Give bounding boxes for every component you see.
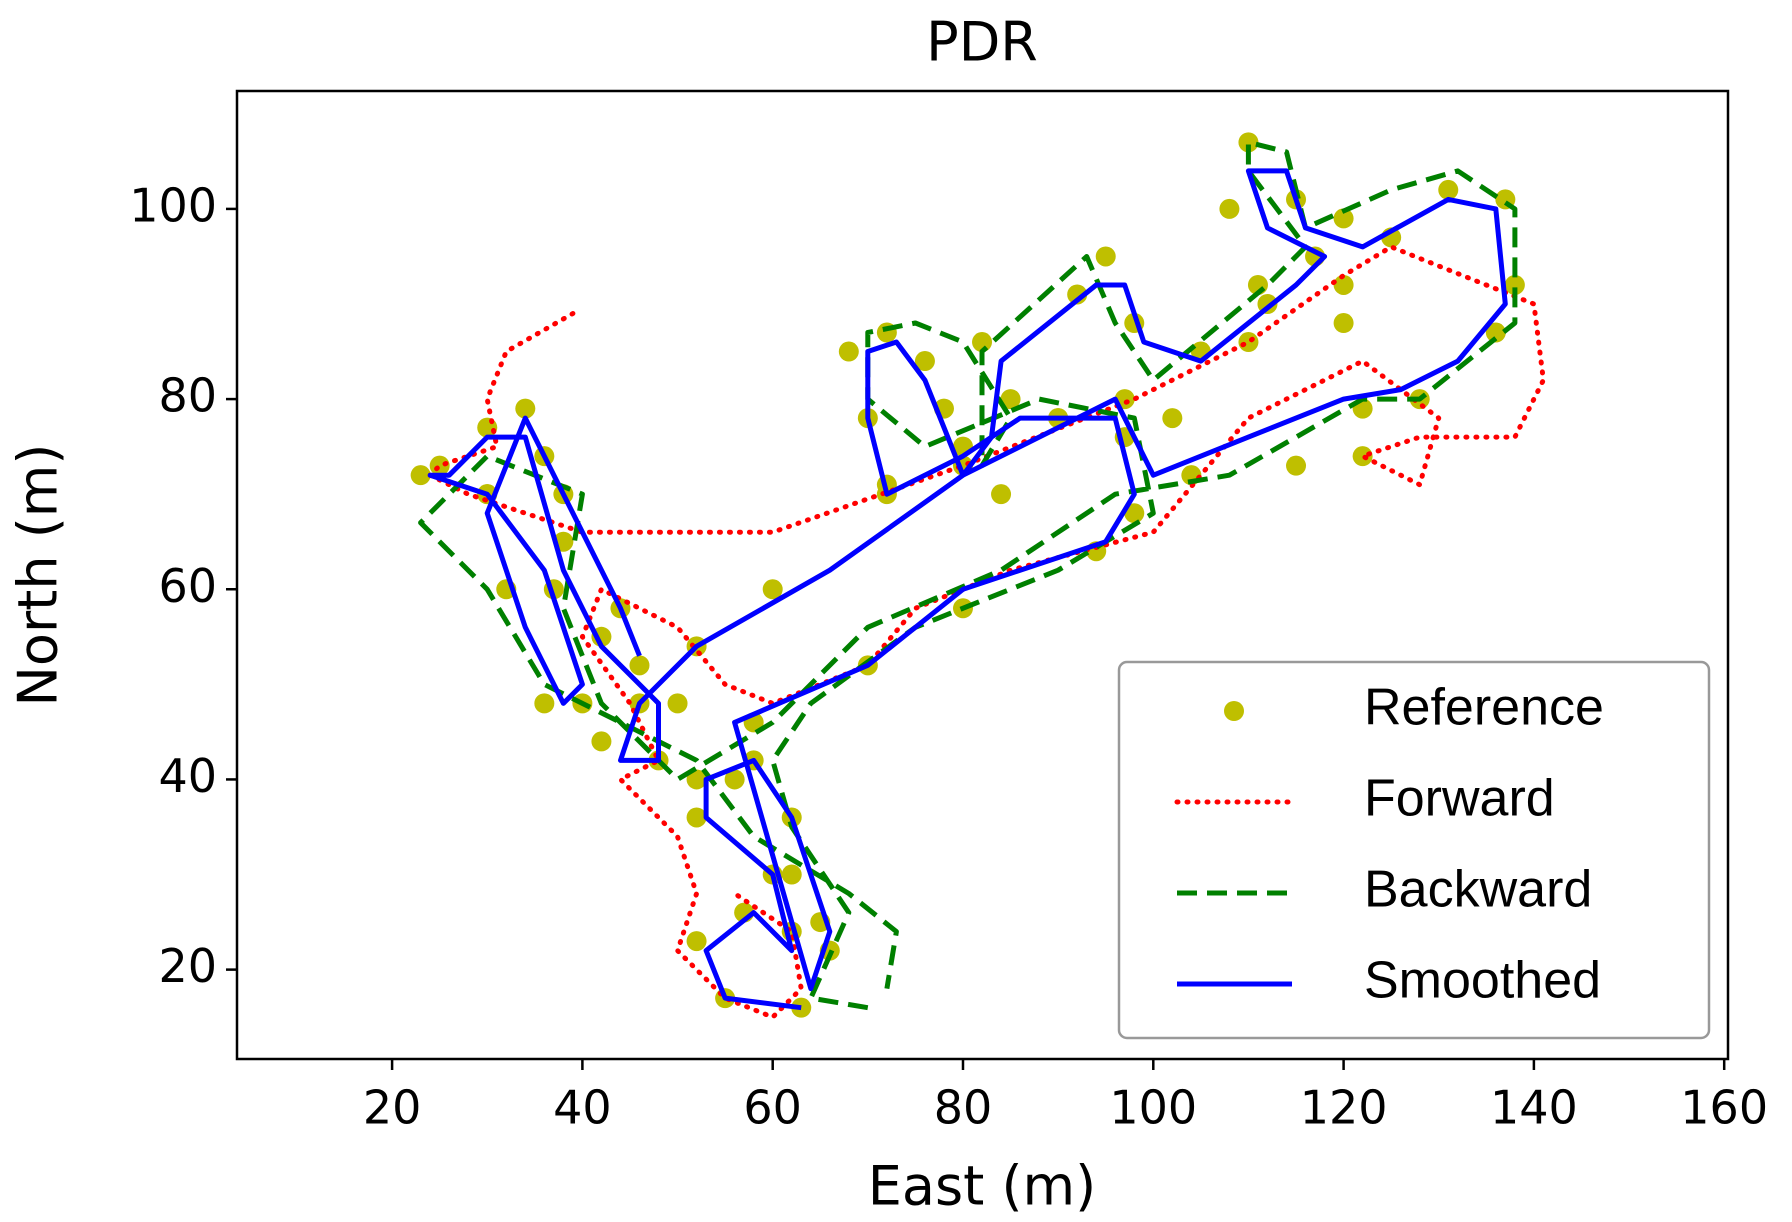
reference-point [667,693,688,714]
reference-point [629,655,650,676]
reference-point [781,864,802,885]
y-tick-label: 80 [158,369,217,423]
reference-point [534,693,555,714]
x-tick-label: 60 [743,1081,802,1135]
reference-point [591,731,612,752]
reference-point [429,455,450,476]
reference-point [410,465,431,486]
reference-point [724,769,745,790]
reference-point [1333,274,1354,295]
x-tick-label: 120 [1300,1081,1388,1135]
legend: Reference Forward Backward Smoothed [1117,660,1711,1040]
reference-point [1438,179,1459,200]
legend-label: Reference [1364,679,1604,737]
reference-point [686,807,707,828]
reference-point [686,931,707,952]
reference-point [686,769,707,790]
legend-marker [1224,701,1244,721]
reference-point [1095,246,1116,267]
reference-point [1238,332,1259,353]
reference-point [1067,284,1088,305]
legend-frame [1117,660,1711,1040]
x-tick-label: 140 [1490,1081,1578,1135]
reference-point [1352,446,1373,467]
reference-point [762,579,783,600]
reference-point [1485,322,1506,343]
reference-point [991,484,1012,505]
reference-point [972,332,993,353]
plot-area [410,132,1546,1020]
legend-label: Smoothed [1364,952,1601,1010]
x-tick-label: 100 [1109,1081,1197,1135]
reference-point [1333,313,1354,334]
reference-point [515,398,536,419]
reference-point [1162,408,1183,429]
trajectory-line [427,168,1508,1011]
reference-point [1238,132,1259,153]
y-tick-label: 40 [158,749,217,803]
reference-point [838,341,859,362]
x-tick-label: 40 [553,1081,612,1135]
reference-point [1333,208,1354,229]
reference-point [1504,274,1525,295]
plot-frame [235,89,1730,1061]
x-axis-label: East (m) [868,1155,1096,1218]
axes: 20 40 60 80 100 120 140 160 20 40 60 80 100 [129,178,1768,1134]
reference-point [1000,389,1021,410]
y-tick-label: 60 [158,559,217,613]
y-axis-label: North (m) [7,444,70,707]
reference-point [1124,503,1145,524]
x-tick-label: 20 [363,1081,422,1135]
reference-point [914,351,935,372]
y-tick-label: 20 [158,939,217,993]
legend-label: Forward [1364,770,1555,828]
reference-point [1219,198,1240,219]
chart-title: PDR [926,11,1038,74]
reference-point [791,997,812,1018]
reference-point [1286,455,1307,476]
legend-label: Backward [1364,861,1592,919]
x-tick-label: 80 [934,1081,993,1135]
x-tick-label: 160 [1680,1081,1768,1135]
y-tick-label: 100 [129,178,217,232]
